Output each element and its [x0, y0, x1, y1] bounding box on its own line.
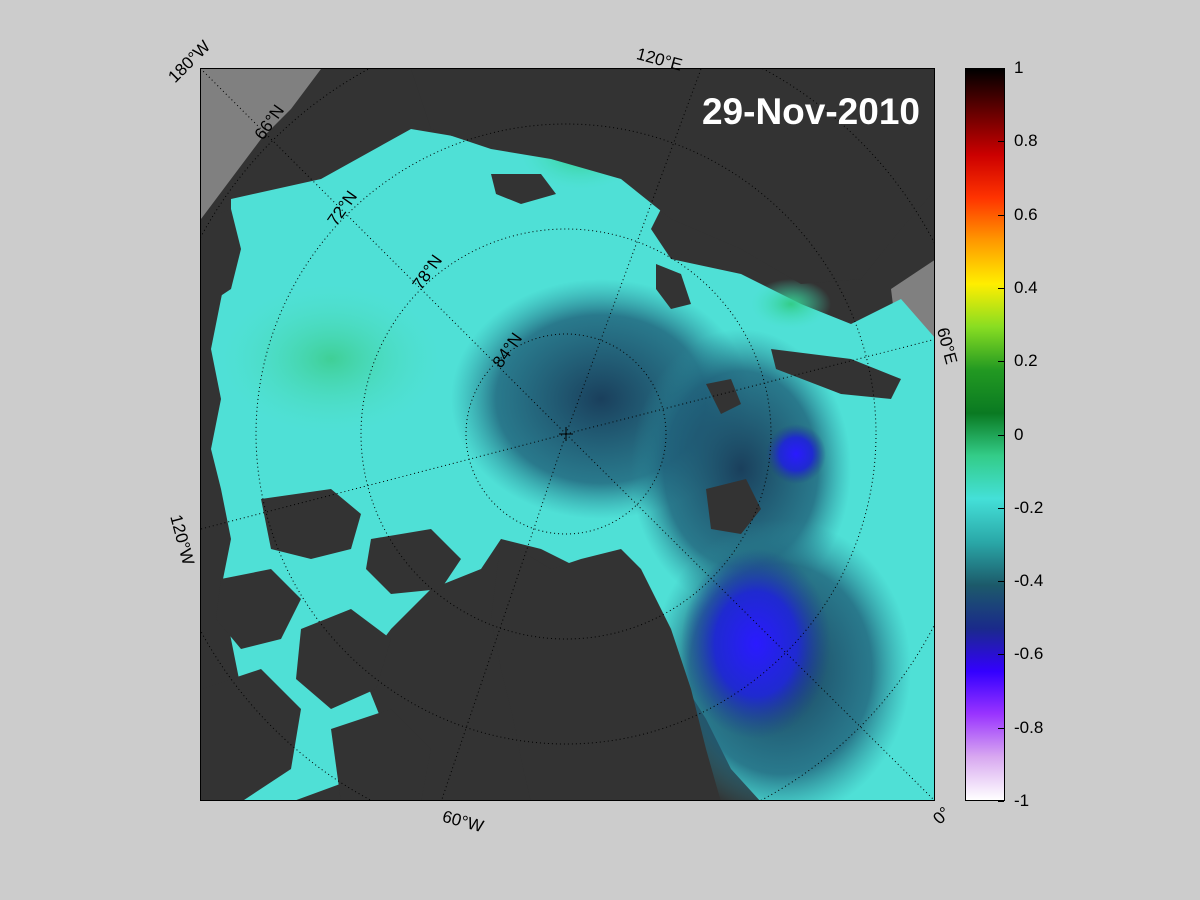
colorbar-tick-mark: [998, 801, 1004, 802]
colorbar-tick-mark: [998, 141, 1004, 143]
colorbar-tick-mark: [998, 287, 1004, 289]
svalbard-anomaly: [766, 424, 826, 484]
alaska: [201, 209, 241, 309]
graticule: [201, 69, 934, 800]
colorbar-tick-label: 1: [1014, 58, 1024, 77]
map-canvas: 66°N 72°N 78°N 84°N: [201, 69, 934, 800]
latitude-circle: [255, 123, 877, 745]
colorbar-tick-label: 0.4: [1014, 277, 1038, 297]
colorbar-tick-mark: [998, 361, 1004, 363]
canadian-archipelago: [331, 709, 431, 800]
colorbar-tick-mark: [998, 654, 1004, 656]
canadian-archipelago: [366, 529, 461, 594]
longitude-label-60w: 60°W: [440, 806, 486, 837]
meridian: [565, 433, 934, 800]
colorbar-ticks: 1 0.8 0.6 0.4 0.2 0 -0.2 -0.4 -0.6 -0.8 -1: [998, 58, 1065, 810]
longitude-label-0: 0°: [929, 803, 955, 829]
colorbar-tick-label: -1: [1014, 791, 1030, 810]
colorbar-tick-label: -0.4: [1014, 571, 1044, 591]
colorbar-tick-mark: [998, 507, 1004, 509]
fram-strait-anomaly: [681, 549, 831, 739]
colorbar-tick-label: -0.2: [1014, 497, 1044, 517]
colorbar-tick-mark: [998, 214, 1004, 216]
colorbar-tick-mark: [998, 727, 1004, 729]
beaufort-anomaly: [221, 284, 441, 434]
colorbar-tick-label: -0.8: [1014, 717, 1044, 737]
novaya-zemlya: [771, 349, 901, 399]
sea-ice-thickness-anomaly-map: 66°N 72°N 78°N 84°N 29-Nov-2010: [200, 68, 935, 801]
longitude-label-120w: 120°W: [166, 512, 198, 568]
latitude-circle: [360, 228, 772, 640]
meridian: [565, 69, 702, 435]
svalbard: [706, 479, 761, 534]
new-siberian-islands: [491, 174, 556, 204]
canadian-archipelago: [261, 489, 361, 559]
longitude-label-60e: 60°E: [933, 325, 961, 367]
canadian-archipelago: [216, 569, 301, 649]
canadian-archipelago: [201, 669, 301, 800]
colorbar-tick-label: 0: [1014, 424, 1024, 444]
colorbar-tick-label: -0.6: [1014, 644, 1044, 664]
colorbar-tick-mark: [998, 581, 1004, 583]
north-pole-marker: [559, 427, 573, 441]
colorbar-tick-mark: [998, 68, 1004, 69]
latitude-circle: [465, 333, 667, 535]
colorbar-tick-label: 0.8: [1014, 131, 1038, 151]
kara-anomaly: [751, 279, 831, 329]
meridian: [441, 433, 567, 800]
date-stamp: 29-Nov-2010: [701, 91, 920, 132]
greenland: [491, 539, 721, 800]
severnaya-zemlya: [656, 264, 691, 309]
franz-josef-land: [706, 379, 741, 414]
colorbar-tick-mark: [998, 434, 1004, 436]
siberian-coast: [411, 69, 934, 284]
canadian-archipelago: [296, 609, 391, 709]
no-data-region: [201, 69, 321, 219]
colorbar-tick-label: 0.2: [1014, 351, 1038, 371]
meridian: [201, 433, 567, 530]
colorbar-tick-label: 0.6: [1014, 204, 1038, 224]
